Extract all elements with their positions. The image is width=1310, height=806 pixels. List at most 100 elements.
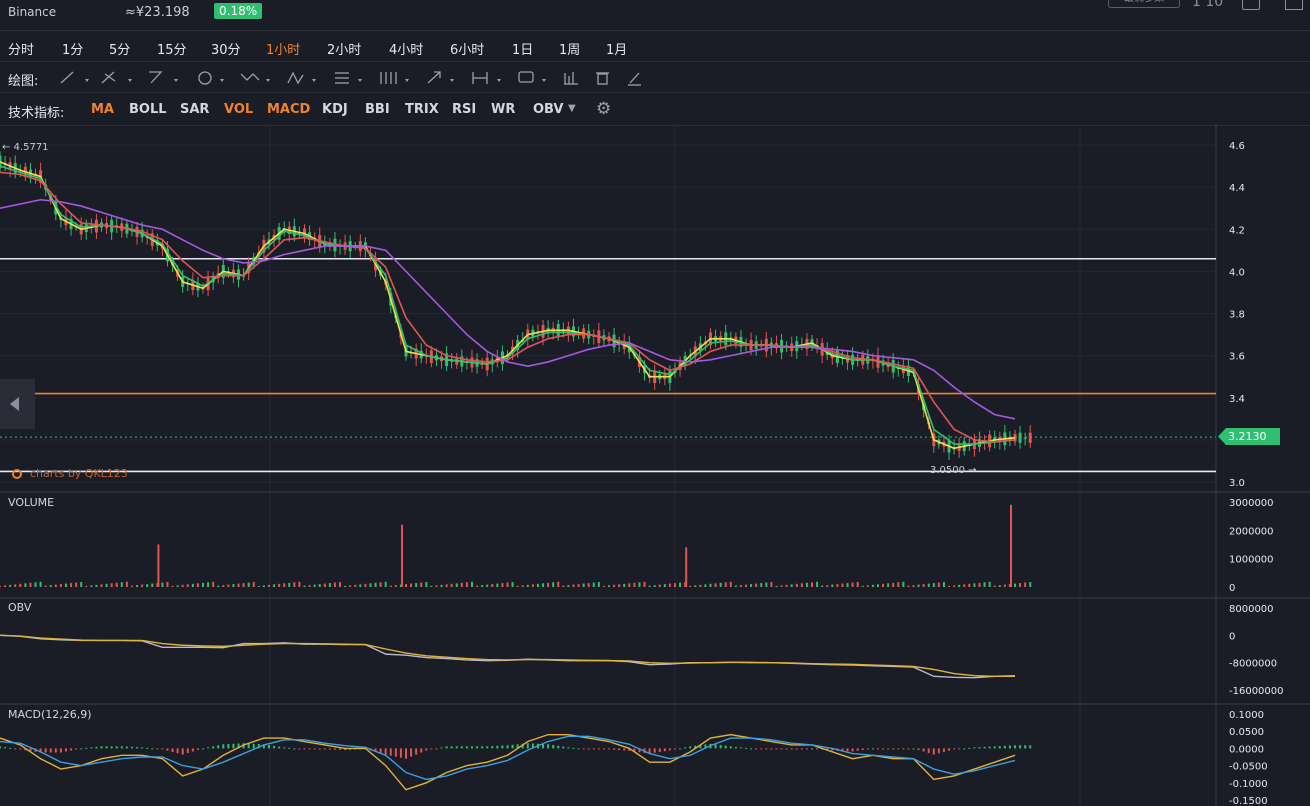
period-tab[interactable]: 1周	[559, 43, 581, 58]
macd-histogram-bar	[1008, 745, 1011, 749]
volume-bar	[887, 583, 890, 587]
volume-bar	[141, 584, 144, 587]
chart-area[interactable]: 4.64.44.24.03.83.63.43.23.03000000200000…	[0, 124, 1310, 806]
macd-histogram-bar	[623, 748, 626, 751]
indicator-kdj[interactable]: KDJ	[322, 102, 348, 117]
volume-bar	[80, 582, 83, 587]
volume-bar	[1024, 582, 1027, 587]
volume-bar	[689, 585, 692, 587]
volume-bar	[973, 583, 976, 587]
macd-histogram-bar	[892, 748, 895, 750]
macd-histogram-bar	[75, 748, 78, 750]
period-tab-active[interactable]: 1小时	[266, 43, 301, 58]
macd-histogram-bar	[232, 743, 235, 749]
indicator-obv[interactable]: OBV	[533, 102, 564, 117]
indicator-macd[interactable]: MACD	[267, 102, 311, 117]
period-tab[interactable]: 1分	[62, 43, 84, 58]
macd-histogram-bar	[39, 748, 42, 753]
volume-bar	[831, 584, 834, 587]
macd-histogram-bar	[445, 746, 448, 749]
indicator-bbi[interactable]: BBI	[365, 102, 390, 117]
macd-histogram-bar	[526, 743, 529, 749]
volume-bar	[978, 582, 981, 587]
macd-histogram-bar	[937, 748, 940, 754]
volume-bar	[597, 582, 600, 587]
volume-bar	[1003, 584, 1006, 587]
macd-histogram-bar	[780, 748, 783, 750]
macd-histogram-bar	[161, 748, 164, 750]
chevron-down-icon[interactable]: ▼	[568, 103, 576, 114]
period-tab[interactable]: 1月	[606, 43, 628, 58]
volume-bar	[841, 583, 844, 587]
macd-histogram-bar	[531, 743, 534, 749]
volume-bar	[892, 582, 895, 587]
period-tab[interactable]: 6小时	[450, 43, 485, 58]
volume-bar	[780, 585, 783, 587]
volume-panel-title: VOLUME	[8, 496, 55, 509]
wave-tool-icon	[240, 73, 260, 81]
indicator-ma[interactable]: MA	[91, 102, 114, 117]
volume-bar	[795, 583, 798, 587]
macd-histogram-bar	[927, 748, 930, 754]
macd-histogram-bar	[242, 743, 245, 749]
volume-bar	[247, 582, 250, 587]
volume-bar	[470, 581, 473, 587]
macd-tick-label: -0.1000	[1229, 779, 1268, 790]
fullscreen-icon[interactable]	[1242, 0, 1260, 10]
volume-bar	[222, 585, 225, 587]
volume-tick-label: 2000000	[1229, 526, 1274, 537]
macd-histogram-bar	[267, 745, 270, 749]
period-tab[interactable]: 5分	[109, 43, 131, 58]
indicator-trix[interactable]: TRIX	[405, 102, 439, 117]
volume-bar	[4, 585, 7, 587]
drawing-label: 绘图:	[8, 74, 39, 89]
macd-histogram-bar	[602, 748, 605, 750]
collapse-sidebar-button[interactable]	[0, 379, 35, 429]
macd-histogram-bar	[171, 748, 174, 753]
volume-bar	[207, 582, 210, 587]
macd-histogram-bar	[207, 747, 210, 749]
volume-bar	[506, 582, 509, 587]
volume-spike-bar	[1010, 504, 1012, 587]
volume-bar	[1019, 583, 1022, 587]
period-tab[interactable]: 15分	[157, 43, 187, 58]
volume-bar	[739, 585, 742, 587]
macd-histogram-bar	[308, 748, 311, 750]
macd-histogram-bar	[470, 746, 473, 749]
macd-histogram-bar	[491, 746, 494, 749]
volume-bar	[638, 582, 641, 587]
indicator-toolbar: 技术指标: MA BOLL SAR VOL MACD KDJ BBI TRIX …	[0, 92, 1310, 126]
volume-bar	[917, 584, 920, 587]
indicator-rsi[interactable]: RSI	[452, 102, 477, 117]
period-tab[interactable]: 1日	[512, 43, 534, 58]
volume-bar	[526, 584, 529, 587]
volume-bar	[29, 582, 32, 587]
indicator-vol[interactable]: VOL	[224, 102, 254, 117]
indicator-boll[interactable]: BOLL	[129, 102, 167, 117]
optimal-params-button[interactable]: 最优参数	[1108, 0, 1180, 8]
volume-bar	[19, 583, 22, 587]
period-tab[interactable]: 4小时	[389, 43, 424, 58]
star-icon[interactable]	[1285, 0, 1303, 10]
macd-histogram-bar	[29, 748, 32, 751]
volume-bar	[460, 582, 463, 587]
macd-histogram-bar	[460, 746, 463, 749]
period-tab[interactable]: 2小时	[327, 43, 362, 58]
drawing-tools[interactable]	[55, 68, 645, 88]
volume-bar	[120, 582, 123, 587]
macd-histogram-bar	[486, 746, 489, 749]
gear-icon[interactable]: ⚙	[596, 99, 612, 119]
indicator-wr[interactable]: WR	[491, 102, 516, 117]
macd-histogram-bar	[897, 748, 900, 750]
volume-bar	[212, 581, 215, 587]
indicator-sar[interactable]: SAR	[180, 102, 210, 117]
macd-line-2	[0, 735, 1016, 781]
period-toolbar: 分时 1分 5分 15分 30分 1小时 2小时 4小时 6小时 1日 1周 1…	[0, 30, 1310, 62]
macd-histogram-bar	[805, 748, 808, 750]
volume-bar	[491, 584, 494, 587]
macd-histogram-bar	[298, 748, 301, 750]
period-tab[interactable]: 30分	[211, 43, 241, 58]
volume-bar	[557, 581, 560, 587]
volume-bar	[252, 582, 255, 587]
period-tab[interactable]: 分时	[8, 43, 35, 58]
